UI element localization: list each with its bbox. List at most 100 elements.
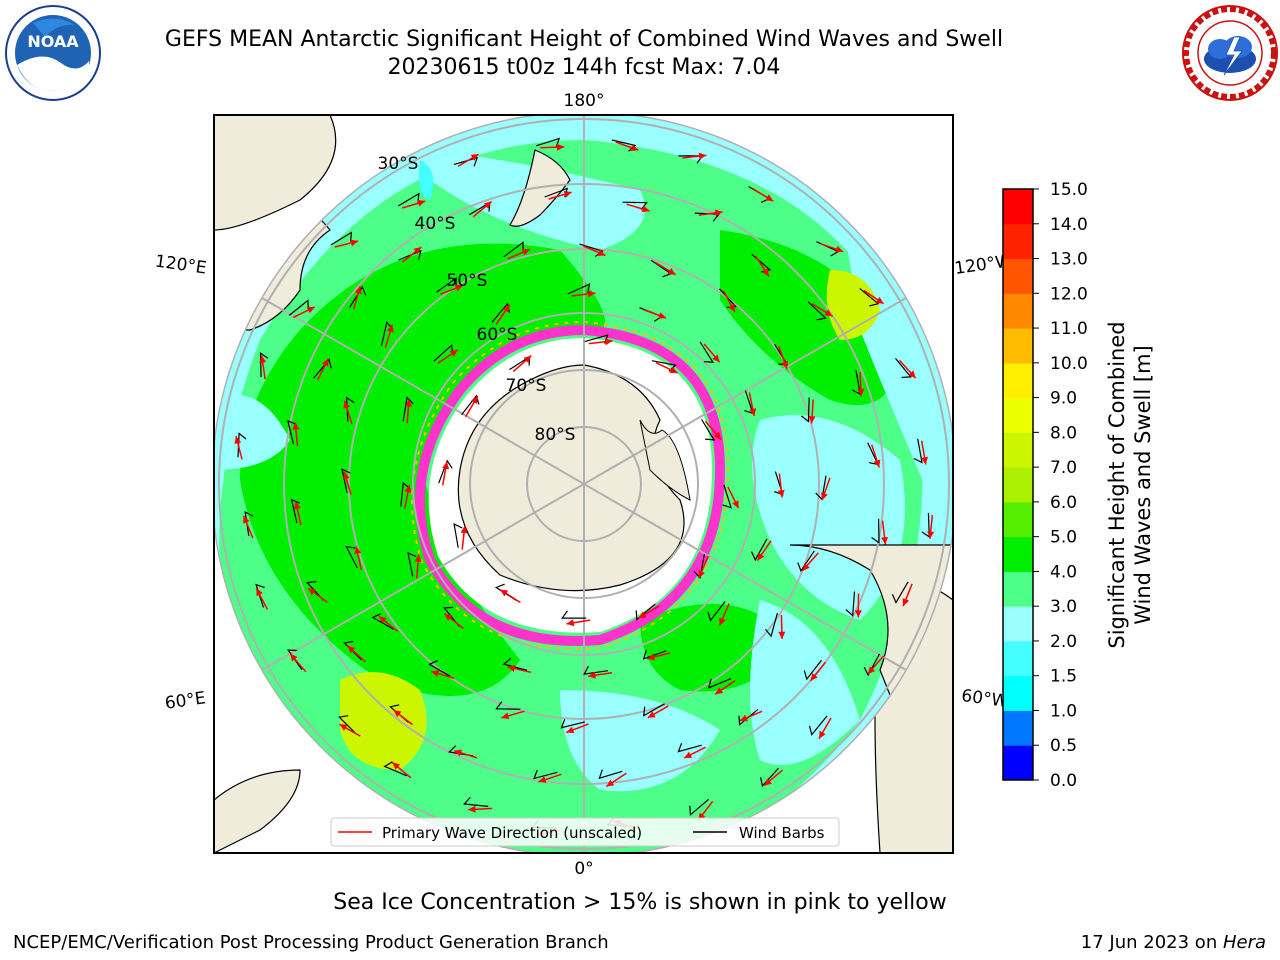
wave-arrow-head (308, 588, 316, 596)
colorbar-tick-label: 14.0 (1050, 215, 1088, 235)
wave-arrow-head (667, 268, 676, 275)
footer-date-text: 17 Jun 2023 on (1080, 932, 1223, 953)
lon-label-0: 0° (574, 859, 593, 879)
wind-barb (635, 603, 656, 621)
colorbar-label-line1: Significant Height of Combined (1105, 321, 1129, 648)
lat-label-30s: 30°S (378, 154, 419, 174)
wave-arrow-head (392, 762, 400, 770)
wave-arrow-head (538, 776, 547, 783)
colorbar-swatch (1003, 640, 1033, 677)
wave-arrow-head (350, 239, 359, 247)
wind-barb (895, 358, 912, 379)
wave-arrow-head (867, 666, 876, 675)
wind-barb (407, 551, 417, 577)
wind-barbs (237, 137, 930, 829)
lat-label-60s: 60°S (477, 325, 518, 345)
wind-barb (371, 613, 394, 630)
wind-barb (255, 583, 265, 608)
wave-arrow-head (587, 290, 596, 298)
wind-barb (345, 545, 358, 569)
wave-arrow-head (405, 399, 412, 407)
wave-arrow-head (417, 199, 426, 207)
wave-arrow-head (881, 537, 888, 545)
colorbar (1003, 189, 1033, 781)
wind-barb (341, 468, 351, 493)
wave-arrow-head (802, 563, 810, 571)
meridian-60e-120w (261, 297, 907, 671)
colorbar-swatch (1003, 710, 1033, 746)
wave-arrow-head (290, 653, 298, 662)
wave-arrow-head (821, 492, 828, 501)
wave-arrow-head (454, 749, 462, 757)
wave-arrow-head (698, 570, 705, 579)
wind-barb (677, 742, 702, 753)
wind-barb (863, 653, 881, 677)
wind-barb (349, 285, 367, 308)
wind-barb (750, 538, 768, 562)
wave-arrow-head (293, 501, 301, 510)
lat-label-70s: 70°S (506, 376, 547, 396)
colorbar-tick-label: 3.0 (1050, 597, 1077, 617)
colorbar-swatch (1003, 189, 1033, 225)
colorbar-frame (1002, 188, 1034, 781)
colorbar-swatch (1003, 293, 1033, 329)
wind-barb (560, 719, 585, 729)
wave-arrow-head (647, 653, 655, 661)
wave-arrow-head (824, 309, 833, 317)
wind-barb (287, 649, 303, 671)
wave-arrow-head (259, 355, 267, 363)
wind-barb (438, 459, 453, 484)
wave-arrow-head (647, 711, 656, 718)
wind-barb (313, 358, 332, 379)
wave-arrow-head (414, 554, 422, 562)
wave-arrow-head (605, 338, 613, 346)
wave-arrow-head (502, 304, 510, 313)
sea-ice-caption: Sea Ice Concentration > 15% is shown in … (333, 890, 947, 915)
wind-barb (346, 396, 355, 422)
colorbar-label-line2: Wind Waves and Swell [m] (1131, 345, 1155, 625)
wave-arrow-head (630, 144, 639, 151)
colorbar-tick-label: 4.0 (1050, 562, 1077, 582)
colorbar-swatch (1003, 362, 1033, 399)
wave-arrow-head (606, 779, 615, 787)
lat-label-80s: 80°S (535, 425, 576, 445)
wave-arrow-head (641, 205, 650, 213)
land-australia-corner (214, 115, 337, 231)
wave-arrow-head (292, 422, 300, 430)
chart-subtitle: 20230615 t00z 144h fcst Max: 7.04 (387, 55, 781, 80)
wave-field-peak-south-pacific (826, 270, 880, 340)
wind-barb (290, 498, 301, 524)
wind-barb (738, 708, 759, 726)
wind-barb (237, 432, 247, 458)
wave-arrow-head (306, 307, 315, 314)
wave-arrow-head (468, 805, 476, 813)
wind-barb (845, 591, 856, 617)
colorbar-tick-label: 9.0 (1050, 389, 1077, 409)
wave-arrow-head (777, 489, 785, 498)
wave-arrow-head (908, 370, 916, 379)
wind-barb (642, 703, 665, 717)
wave-arrow-head (781, 360, 788, 369)
wave-arrow-head (927, 531, 935, 539)
wave-arrow-head (343, 400, 351, 409)
lon-label-60e: 60°E (164, 688, 207, 713)
wave-arrow-head (808, 416, 816, 424)
colorbar-swatch (1003, 467, 1033, 503)
wave-arrow-head (322, 358, 329, 367)
lon-label-180: 180° (564, 91, 605, 111)
noaa-logo: NOAA (5, 5, 101, 101)
wave-arrow-head (256, 588, 263, 597)
colorbar-tick-label: 2.0 (1050, 632, 1077, 652)
land-antarctica (457, 364, 685, 592)
wind-barb (701, 419, 716, 441)
nws-logo (1182, 5, 1278, 101)
wave-arrow-head (460, 525, 468, 534)
wave-arrow-head (431, 670, 440, 677)
wind-barb (611, 139, 637, 152)
colorbar-tick-label: 10.0 (1050, 354, 1088, 374)
colorbar-tick-label: 1.0 (1050, 701, 1077, 721)
wind-barb (693, 553, 705, 579)
land-antarctic-peninsula (639, 419, 691, 501)
wind-barb (642, 650, 667, 660)
wind-barb (598, 769, 623, 780)
